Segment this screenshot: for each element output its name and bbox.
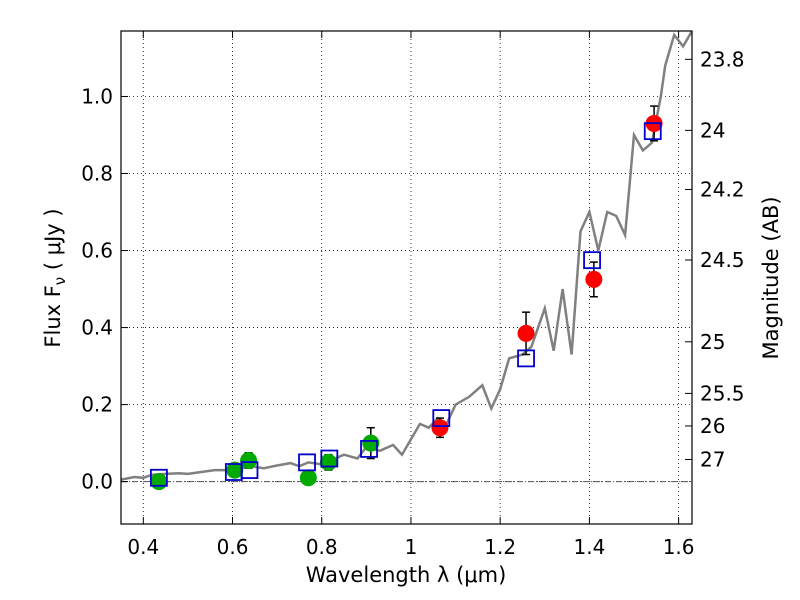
model-box (320, 449, 339, 468)
optical-point (319, 453, 337, 471)
model-box (432, 409, 451, 427)
y-tick-label: 1.0 (81, 84, 113, 108)
optical-point (362, 434, 380, 452)
y-tick-label: 0.4 (81, 316, 113, 340)
y-axis-title: Flux Fν ( μJy ) (41, 208, 69, 347)
tick-marks (121, 31, 692, 524)
x-tick-label: 0.4 (127, 535, 159, 559)
model-box-layer (150, 122, 662, 487)
optical-point (150, 473, 168, 491)
y2-tick-label: 23.8 (700, 47, 745, 71)
y-tick-label: 0.2 (81, 393, 113, 417)
x-tick-label: 1.2 (484, 535, 516, 559)
model-box (517, 349, 535, 368)
nir-point (585, 270, 603, 288)
model-spectrum-layer (121, 31, 692, 481)
optical-point (299, 469, 317, 487)
nir-point (517, 324, 535, 342)
grid-lines (121, 31, 692, 524)
model-box (240, 461, 259, 479)
y-axis-title-unit: ( μJy ) (41, 208, 65, 276)
y2-tick-label: 24.5 (700, 248, 745, 272)
nir-point (431, 419, 449, 437)
y2-tick-label: 24 (700, 118, 725, 142)
y2-tick-label: 25.5 (700, 381, 745, 405)
optical-point (240, 451, 258, 469)
y-axis-title-subscript: ν (51, 277, 69, 285)
plot-frame (120, 30, 693, 525)
y-tick-label: 0.0 (81, 470, 113, 494)
model-box (150, 468, 168, 487)
y2-tick-label: 26 (700, 414, 725, 438)
x-tick-label: 1.6 (663, 535, 695, 559)
y-tick-labels: 0.0 0.2 0.4 0.6 0.8 1.0 (81, 84, 113, 493)
model-box (298, 453, 316, 472)
x-tick-label: 1 (405, 535, 418, 559)
model-box (583, 251, 601, 270)
x-tick-label: 0.8 (306, 535, 338, 559)
y-axis-title-main: Flux F (41, 285, 65, 347)
model-spectrum-line (121, 31, 692, 481)
y2-tick-label: 24.2 (700, 177, 745, 201)
error-bar-layer (154, 105, 659, 489)
x-tick-label: 1.4 (573, 535, 605, 559)
data-point-layer (150, 114, 663, 491)
model-box (360, 439, 378, 458)
model-box (643, 122, 662, 141)
y2-axis-title: Magnitude (AB) (759, 196, 783, 359)
x-axis-title: Wavelength λ (μm) (306, 563, 507, 587)
y2-tick-label: 25 (700, 330, 725, 354)
y2-tick-label: 27 (700, 447, 725, 471)
y-tick-label: 0.8 (81, 162, 113, 186)
y2-tick-labels: 23.8 24 24.2 24.5 25 25.5 26 27 (700, 47, 745, 471)
x-tick-labels: 0.4 0.6 0.8 1 1.2 1.4 1.6 (127, 535, 694, 559)
x-tick-label: 0.6 (217, 535, 249, 559)
y-tick-label: 0.6 (81, 239, 113, 263)
